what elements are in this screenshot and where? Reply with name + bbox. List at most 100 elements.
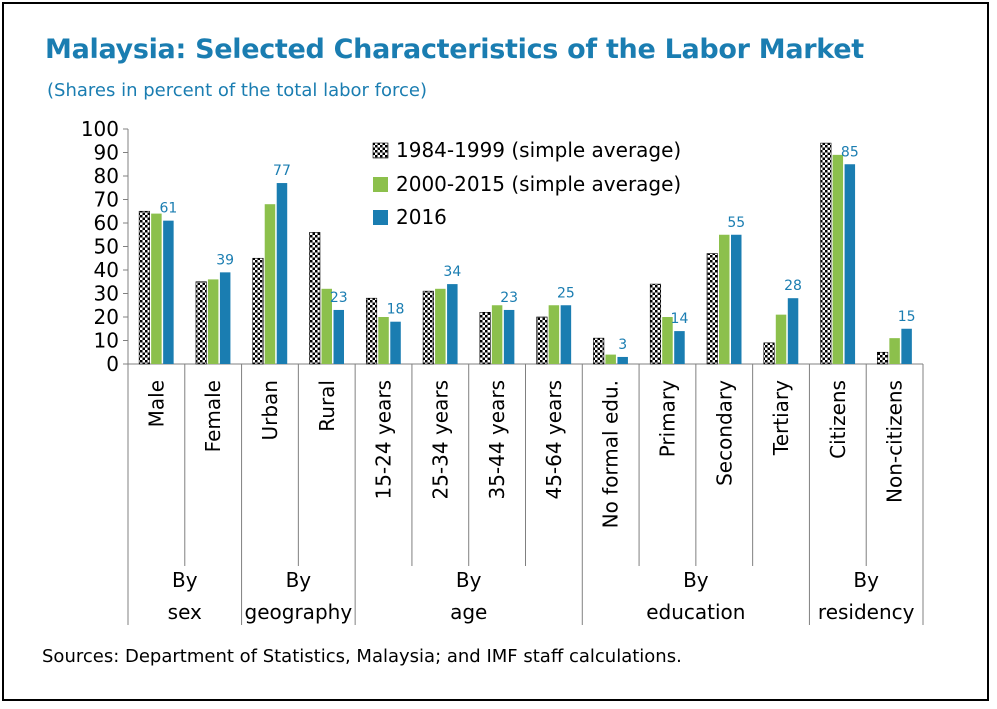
data-label: 55: [727, 215, 745, 231]
bar: [560, 305, 572, 364]
bar: [844, 164, 856, 364]
data-label: 23: [330, 290, 348, 306]
category-label: Female: [201, 380, 225, 452]
bar: [378, 317, 389, 364]
bar: [390, 321, 401, 364]
bar: [491, 305, 503, 364]
bar: [163, 220, 174, 364]
bar: [195, 281, 207, 365]
category-label: Primary: [655, 380, 679, 457]
bar: [321, 288, 332, 364]
bar: [219, 272, 231, 364]
data-label: 15: [898, 309, 916, 325]
bar: [276, 183, 288, 364]
data-label: 28: [784, 278, 802, 294]
y-tick-label: 100: [81, 117, 119, 141]
data-label: 77: [273, 163, 291, 179]
bar: [787, 298, 799, 364]
bar: [706, 253, 718, 365]
bar: [435, 288, 446, 364]
category-label: 15-24 years: [372, 380, 396, 500]
data-label: 18: [387, 302, 405, 318]
group-label-line1: By: [172, 568, 198, 592]
data-label: 25: [557, 285, 575, 301]
data-label: 85: [841, 144, 859, 160]
bar: [309, 232, 321, 365]
legend-swatch: [373, 177, 388, 192]
category-label: 35-44 years: [485, 380, 509, 500]
y-tick-label: 70: [94, 188, 119, 212]
bar: [662, 317, 673, 364]
bar: [889, 338, 900, 364]
data-label: 23: [500, 290, 518, 306]
bars: [138, 142, 912, 365]
category-label: Citizens: [826, 380, 850, 459]
bar: [877, 351, 889, 365]
bar: [649, 283, 662, 365]
category-label: Non-citizens: [883, 380, 907, 503]
bar: [832, 154, 844, 364]
group-label-line2: education: [646, 600, 745, 624]
bar: [605, 354, 616, 364]
legend-label: 2016: [396, 205, 447, 229]
group-label-line1: By: [456, 568, 482, 592]
data-label: 34: [443, 264, 461, 280]
category-label: 25-34 years: [428, 380, 452, 500]
legend-label: 2000-2015 (simple average): [396, 172, 681, 196]
group-label-line1: By: [286, 568, 312, 592]
group-label-line2: residency: [818, 600, 915, 624]
category-label: Tertiary: [769, 380, 793, 456]
y-tick-label: 0: [106, 352, 119, 376]
y-tick-label: 20: [94, 305, 119, 329]
legend-swatch: [373, 210, 388, 225]
y-tick-label: 40: [94, 258, 119, 282]
category-label: Secondary: [712, 380, 736, 486]
category-labels: Male Female Urban Rural 15-24 years 25-34 yea…: [144, 380, 906, 529]
bar: [617, 356, 628, 364]
bar: [593, 337, 605, 365]
bar: [479, 311, 491, 365]
data-label: 3: [618, 337, 627, 353]
group-label-line2: age: [450, 600, 487, 624]
y-tick-label: 80: [94, 164, 119, 188]
bar: [719, 234, 730, 364]
bar: [763, 342, 775, 365]
source-note: Sources: Department of Statistics, Malay…: [42, 646, 682, 667]
legend: 1984-1999 (simple average) 2000-2015 (sim…: [372, 138, 681, 229]
category-label: No formal edu.: [599, 380, 623, 528]
data-label: 14: [671, 311, 689, 327]
group-label-line2: sex: [168, 600, 202, 624]
y-tick-label: 60: [94, 211, 119, 235]
data-label: 39: [216, 252, 234, 268]
y-tick-label: 50: [94, 235, 119, 259]
bar: [548, 305, 560, 364]
bar: [151, 213, 162, 364]
bar: [731, 234, 742, 364]
chart-title: Malaysia: Selected Characteristics of th…: [45, 34, 864, 65]
category-label: Male: [144, 380, 168, 427]
data-labels: 61 39 77 23 18 34 23 25 3 14 55 28 85 15: [159, 144, 915, 353]
bar: [333, 309, 344, 364]
bar: [264, 204, 276, 364]
group-label-line1: By: [853, 568, 879, 592]
chart-subtitle: (Shares in percent of the total labor fo…: [47, 80, 428, 101]
bar: [252, 257, 264, 365]
bar: [536, 316, 548, 365]
bar: [503, 309, 515, 364]
category-label: 45-64 years: [542, 380, 566, 500]
bar: [820, 142, 832, 365]
group-label-line2: geography: [245, 600, 353, 624]
bar: [422, 290, 434, 365]
bar: [207, 279, 219, 364]
bar: [138, 210, 150, 365]
bar: [447, 284, 458, 364]
group-label-line1: By: [683, 568, 709, 592]
y-tick-label: 10: [94, 329, 119, 353]
category-label: Urban: [258, 380, 282, 441]
y-tick-label: 30: [94, 282, 119, 306]
bar: [365, 297, 378, 365]
data-label: 61: [159, 201, 177, 217]
category-label: Rural: [315, 380, 339, 432]
